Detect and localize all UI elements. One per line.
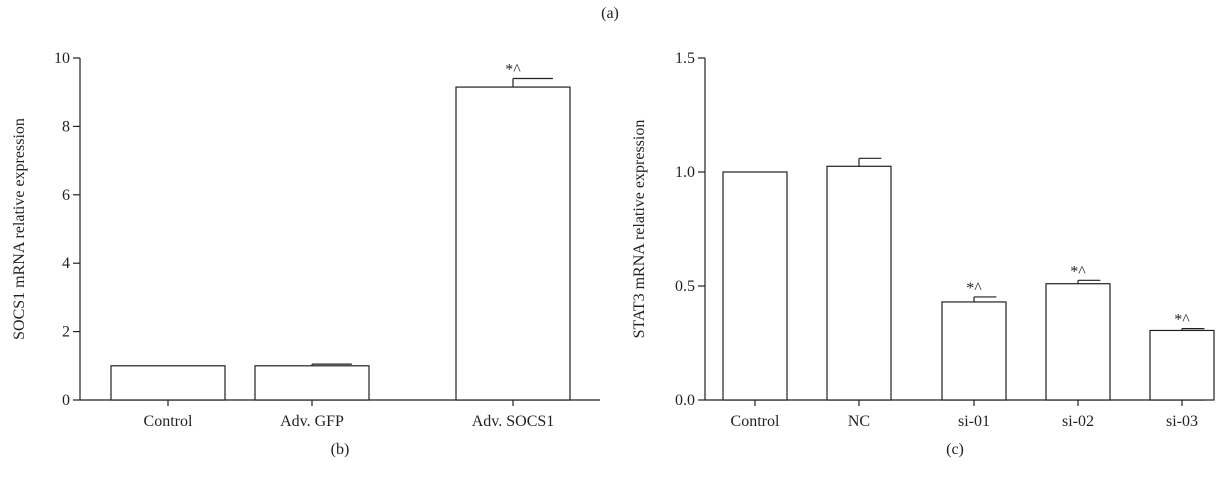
chart-panel-b: 0 2 4 6 8 10 SOCS1 mRNA relative expression Con… xyxy=(11,50,600,458)
panel-label: (b) xyxy=(331,441,350,458)
y-tick-label: 6 xyxy=(62,187,70,204)
y-tick-label: 0.0 xyxy=(675,392,695,409)
bar-3 xyxy=(1045,283,1111,401)
y-tick-label: 0.5 xyxy=(675,278,695,295)
bar-2 xyxy=(941,301,1007,401)
y-tick-label: 0 xyxy=(62,392,70,409)
x-tick-label: Control xyxy=(731,413,780,430)
y-tick-label: 2 xyxy=(62,324,70,341)
bar-0 xyxy=(722,171,788,401)
y-tick-label: 4 xyxy=(62,255,70,272)
x-tick-label: si-03 xyxy=(1166,413,1198,430)
y-tick-label: 10 xyxy=(54,50,70,67)
significance-label: *^ xyxy=(1070,263,1086,280)
panel-label-a: (a) xyxy=(601,5,619,22)
x-tick-label: si-02 xyxy=(1062,413,1094,430)
significance-label: *^ xyxy=(505,62,521,79)
x-tick-label: Control xyxy=(144,413,193,430)
y-axis-title: STAT3 mRNA relative expression xyxy=(631,120,648,339)
y-tick-label: 8 xyxy=(62,118,70,135)
chart-panel-c: 0.0 0.5 1.0 1.5 STAT3 mRNA relative expressi… xyxy=(631,50,1215,458)
x-tick-label: Adv. SOCS1 xyxy=(472,413,555,430)
x-tick-label: NC xyxy=(848,413,870,430)
bar-1 xyxy=(826,165,892,401)
x-tick-label: Adv. GFP xyxy=(280,413,344,430)
y-axis-title: SOCS1 mRNA relative expression xyxy=(11,118,28,340)
bar-1 xyxy=(254,365,370,401)
bar-2 xyxy=(455,86,571,401)
y-tick-label: 1.5 xyxy=(675,50,695,67)
significance-label: *^ xyxy=(966,280,982,297)
y-tick-label: 1.0 xyxy=(675,164,695,181)
significance-label: *^ xyxy=(1174,312,1190,329)
x-tick-label: si-01 xyxy=(958,413,990,430)
panel-label: (c) xyxy=(946,441,964,458)
bar-0 xyxy=(110,365,226,401)
bar-4 xyxy=(1149,329,1215,401)
